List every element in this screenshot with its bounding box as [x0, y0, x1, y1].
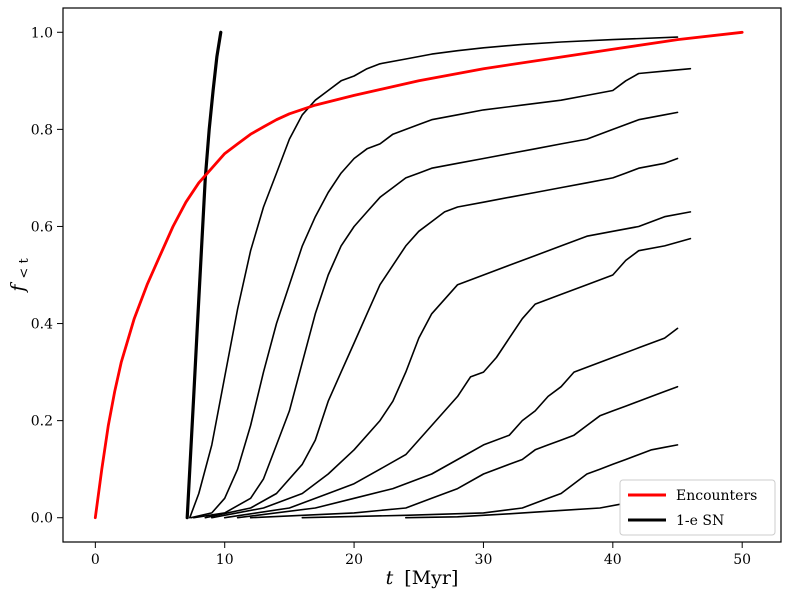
y-axis-label-subscript: < t — [17, 258, 32, 279]
legend: Encounters 1-e SN — [619, 479, 776, 536]
series-line-7 — [223, 237, 692, 519]
series-line-8 — [236, 327, 679, 519]
y-tick-label: 0.6 — [31, 219, 53, 235]
series-line-6 — [211, 211, 692, 519]
y-axis-label: f < t — [7, 258, 32, 294]
y-tick-label: 1.0 — [31, 25, 53, 41]
series-line-5 — [204, 157, 679, 519]
x-tick-label: 50 — [733, 552, 751, 568]
axes-layer: 0 10 20 30 40 50 0.0 0.2 0.4 0.6 0.8 1.0 — [31, 25, 751, 568]
y-tick-label: 0.8 — [31, 122, 53, 138]
x-tick-label: 0 — [91, 552, 100, 568]
series-line-1e-sn — [185, 30, 223, 520]
x-axis-label: t [Myr] — [386, 567, 459, 589]
y-axis-label-symbol: f — [7, 282, 29, 294]
series-line-4 — [192, 111, 679, 519]
series-layer — [93, 30, 744, 520]
x-tick-label: 10 — [216, 552, 234, 568]
series-line-9 — [249, 385, 679, 519]
series-line-10 — [301, 444, 679, 519]
series-line-3 — [190, 67, 692, 519]
y-tick-label: 0.0 — [31, 511, 53, 527]
legend-label-encounters: Encounters — [676, 488, 757, 504]
legend-label-sn: 1-e SN — [676, 513, 724, 529]
series-line-2 — [189, 36, 679, 519]
x-axis-label-symbol: t — [386, 567, 394, 589]
y-tick-label: 0.2 — [31, 414, 53, 430]
x-tick-label: 20 — [345, 552, 363, 568]
plot-frame — [62, 7, 782, 543]
x-tick-label: 40 — [604, 552, 622, 568]
x-axis-label-unit: [Myr] — [404, 567, 458, 589]
y-tick-label: 0.4 — [31, 317, 53, 333]
x-tick-label: 30 — [475, 552, 493, 568]
series-line-encounters — [93, 30, 744, 520]
